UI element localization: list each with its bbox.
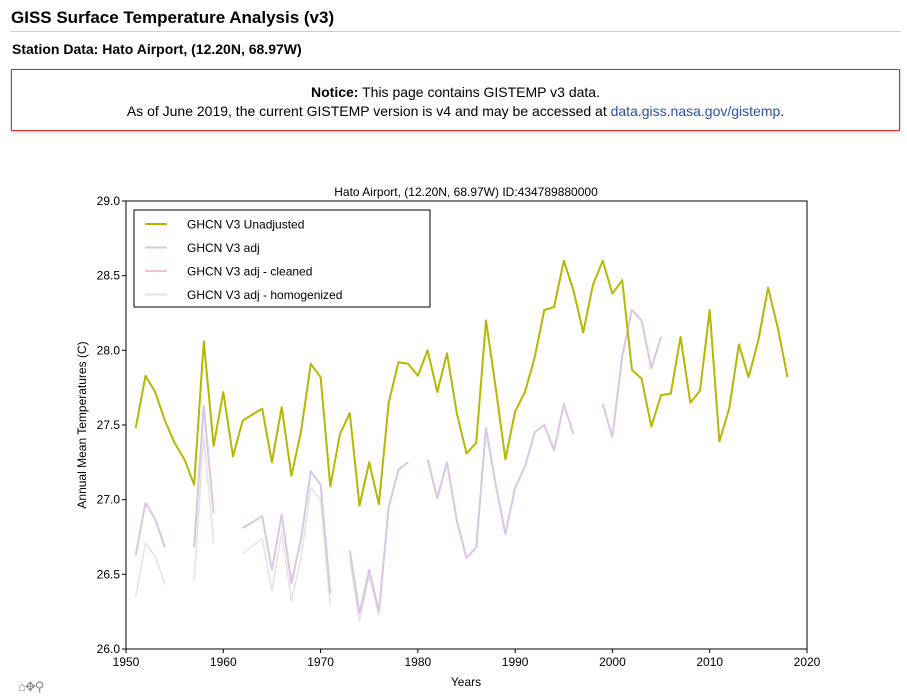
series-line [242,470,332,594]
series-line [242,486,332,606]
series-line [134,542,166,597]
series-line [349,461,409,615]
notice-version-text: As of June 2019, the current GISTEMP ver… [126,103,611,119]
legend-entry: GHCN V3 adj [187,241,260,255]
chart-title: Hato Airport, (12.20N, 68.97W) ID:434789… [334,185,598,199]
series-1 [134,309,663,615]
legend-entry: GHCN V3 adj - homogenized [187,288,342,302]
series-layer [134,259,789,622]
legend-box [133,209,431,308]
series-line [134,501,166,556]
legend: GHCN V3 Unadjusted GHCN V3 adj GHCN V3 adj… [133,209,431,308]
station-heading: Station Data: Hato Airport, (12.20N, 68.… [12,41,302,57]
x-tick-label: 2010 [696,655,723,669]
series-line [242,470,332,594]
notice-label: Notice: [311,84,359,100]
series-line [134,259,789,507]
x-tick-label: 1960 [210,655,237,669]
plot-toolbar: ⌂✥⚲ [18,679,44,695]
y-tick-label: 28.0 [97,343,121,357]
notice-text: This page contains GISTEMP v3 data. [358,84,600,100]
series-2 [134,309,662,615]
notice-box: Notice: This page contains GISTEMP v3 da… [11,69,900,131]
series-line [426,403,575,559]
legend-entry: GHCN V3 Unadjusted [187,218,304,232]
notice-line-2: As of June 2019, the current GISTEMP ver… [12,103,899,119]
series-line [601,309,663,438]
series-line [601,309,662,438]
page-title: GISS Surface Temperature Analysis (v3) [11,8,335,27]
x-tick-label: 2020 [794,655,821,669]
series-line [349,559,380,622]
x-tick-label: 1980 [405,655,432,669]
series-line [348,461,409,615]
y-tick-label: 28.5 [97,269,121,283]
notice-period: . [780,103,785,119]
x-tick-label: 1970 [307,655,334,669]
x-axis-label: Years [451,675,481,689]
home-icon[interactable]: ⌂ [18,679,26,694]
notice-line-1: Notice: This page contains GISTEMP v3 da… [12,84,899,100]
y-tick-label: 29.0 [97,194,121,208]
x-tick-label: 1990 [502,655,529,669]
x-tick-label: 1950 [113,655,140,669]
axes: 1950 1960 1970 1980 1990 2000 2010 2020 26.0 26.5… [97,194,821,669]
y-tick-label: 27.5 [97,418,121,432]
y-axis-label: Annual Mean Temperatures (C) [75,341,89,508]
series-line [193,404,215,548]
y-tick-label: 26.0 [97,642,121,656]
pan-icon[interactable]: ✥ [24,679,36,694]
zoom-icon[interactable]: ⚲ [34,679,44,694]
y-tick-label: 26.5 [97,567,121,581]
y-tick-label: 27.0 [97,493,121,507]
x-tick-label: 2000 [599,655,626,669]
series-line [193,436,215,581]
series-0 [134,259,789,507]
legend-entry: GHCN V3 adj - cleaned [187,265,312,279]
series-3 [134,436,380,622]
gistemp-link[interactable]: data.giss.nasa.gov/gistemp [610,103,781,119]
title-divider [10,31,901,32]
